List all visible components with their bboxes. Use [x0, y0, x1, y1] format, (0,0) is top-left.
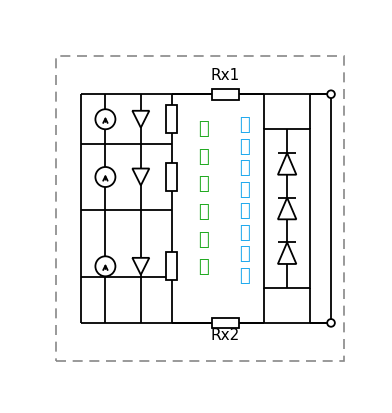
Bar — [166, 105, 177, 133]
Text: Rx2: Rx2 — [211, 328, 240, 342]
Bar — [264, 129, 310, 288]
Polygon shape — [132, 258, 149, 275]
Circle shape — [95, 256, 115, 276]
Bar — [212, 89, 240, 100]
Circle shape — [327, 90, 335, 98]
Polygon shape — [278, 198, 296, 219]
Text: 池: 池 — [199, 203, 209, 221]
Text: 旁: 旁 — [239, 181, 249, 199]
Text: 电: 电 — [199, 175, 209, 193]
Text: 接: 接 — [239, 116, 249, 134]
Circle shape — [95, 109, 115, 129]
Text: 路: 路 — [239, 202, 249, 220]
Bar — [166, 252, 177, 280]
Circle shape — [327, 319, 335, 327]
Bar — [212, 318, 240, 328]
Text: 太: 太 — [199, 120, 209, 138]
Text: 管: 管 — [239, 267, 249, 285]
Polygon shape — [278, 242, 296, 264]
Bar — [166, 163, 177, 191]
Text: 效: 效 — [199, 259, 209, 276]
Polygon shape — [132, 169, 149, 185]
Text: 极: 极 — [239, 245, 249, 263]
Circle shape — [95, 167, 115, 187]
Text: 等: 等 — [199, 231, 209, 249]
Text: 盒: 盒 — [239, 159, 249, 177]
Polygon shape — [278, 153, 296, 175]
Text: 线: 线 — [239, 138, 249, 156]
Polygon shape — [132, 111, 149, 128]
Text: 阳: 阳 — [199, 147, 209, 166]
Text: 二: 二 — [239, 224, 249, 242]
Text: Rx1: Rx1 — [211, 69, 240, 83]
